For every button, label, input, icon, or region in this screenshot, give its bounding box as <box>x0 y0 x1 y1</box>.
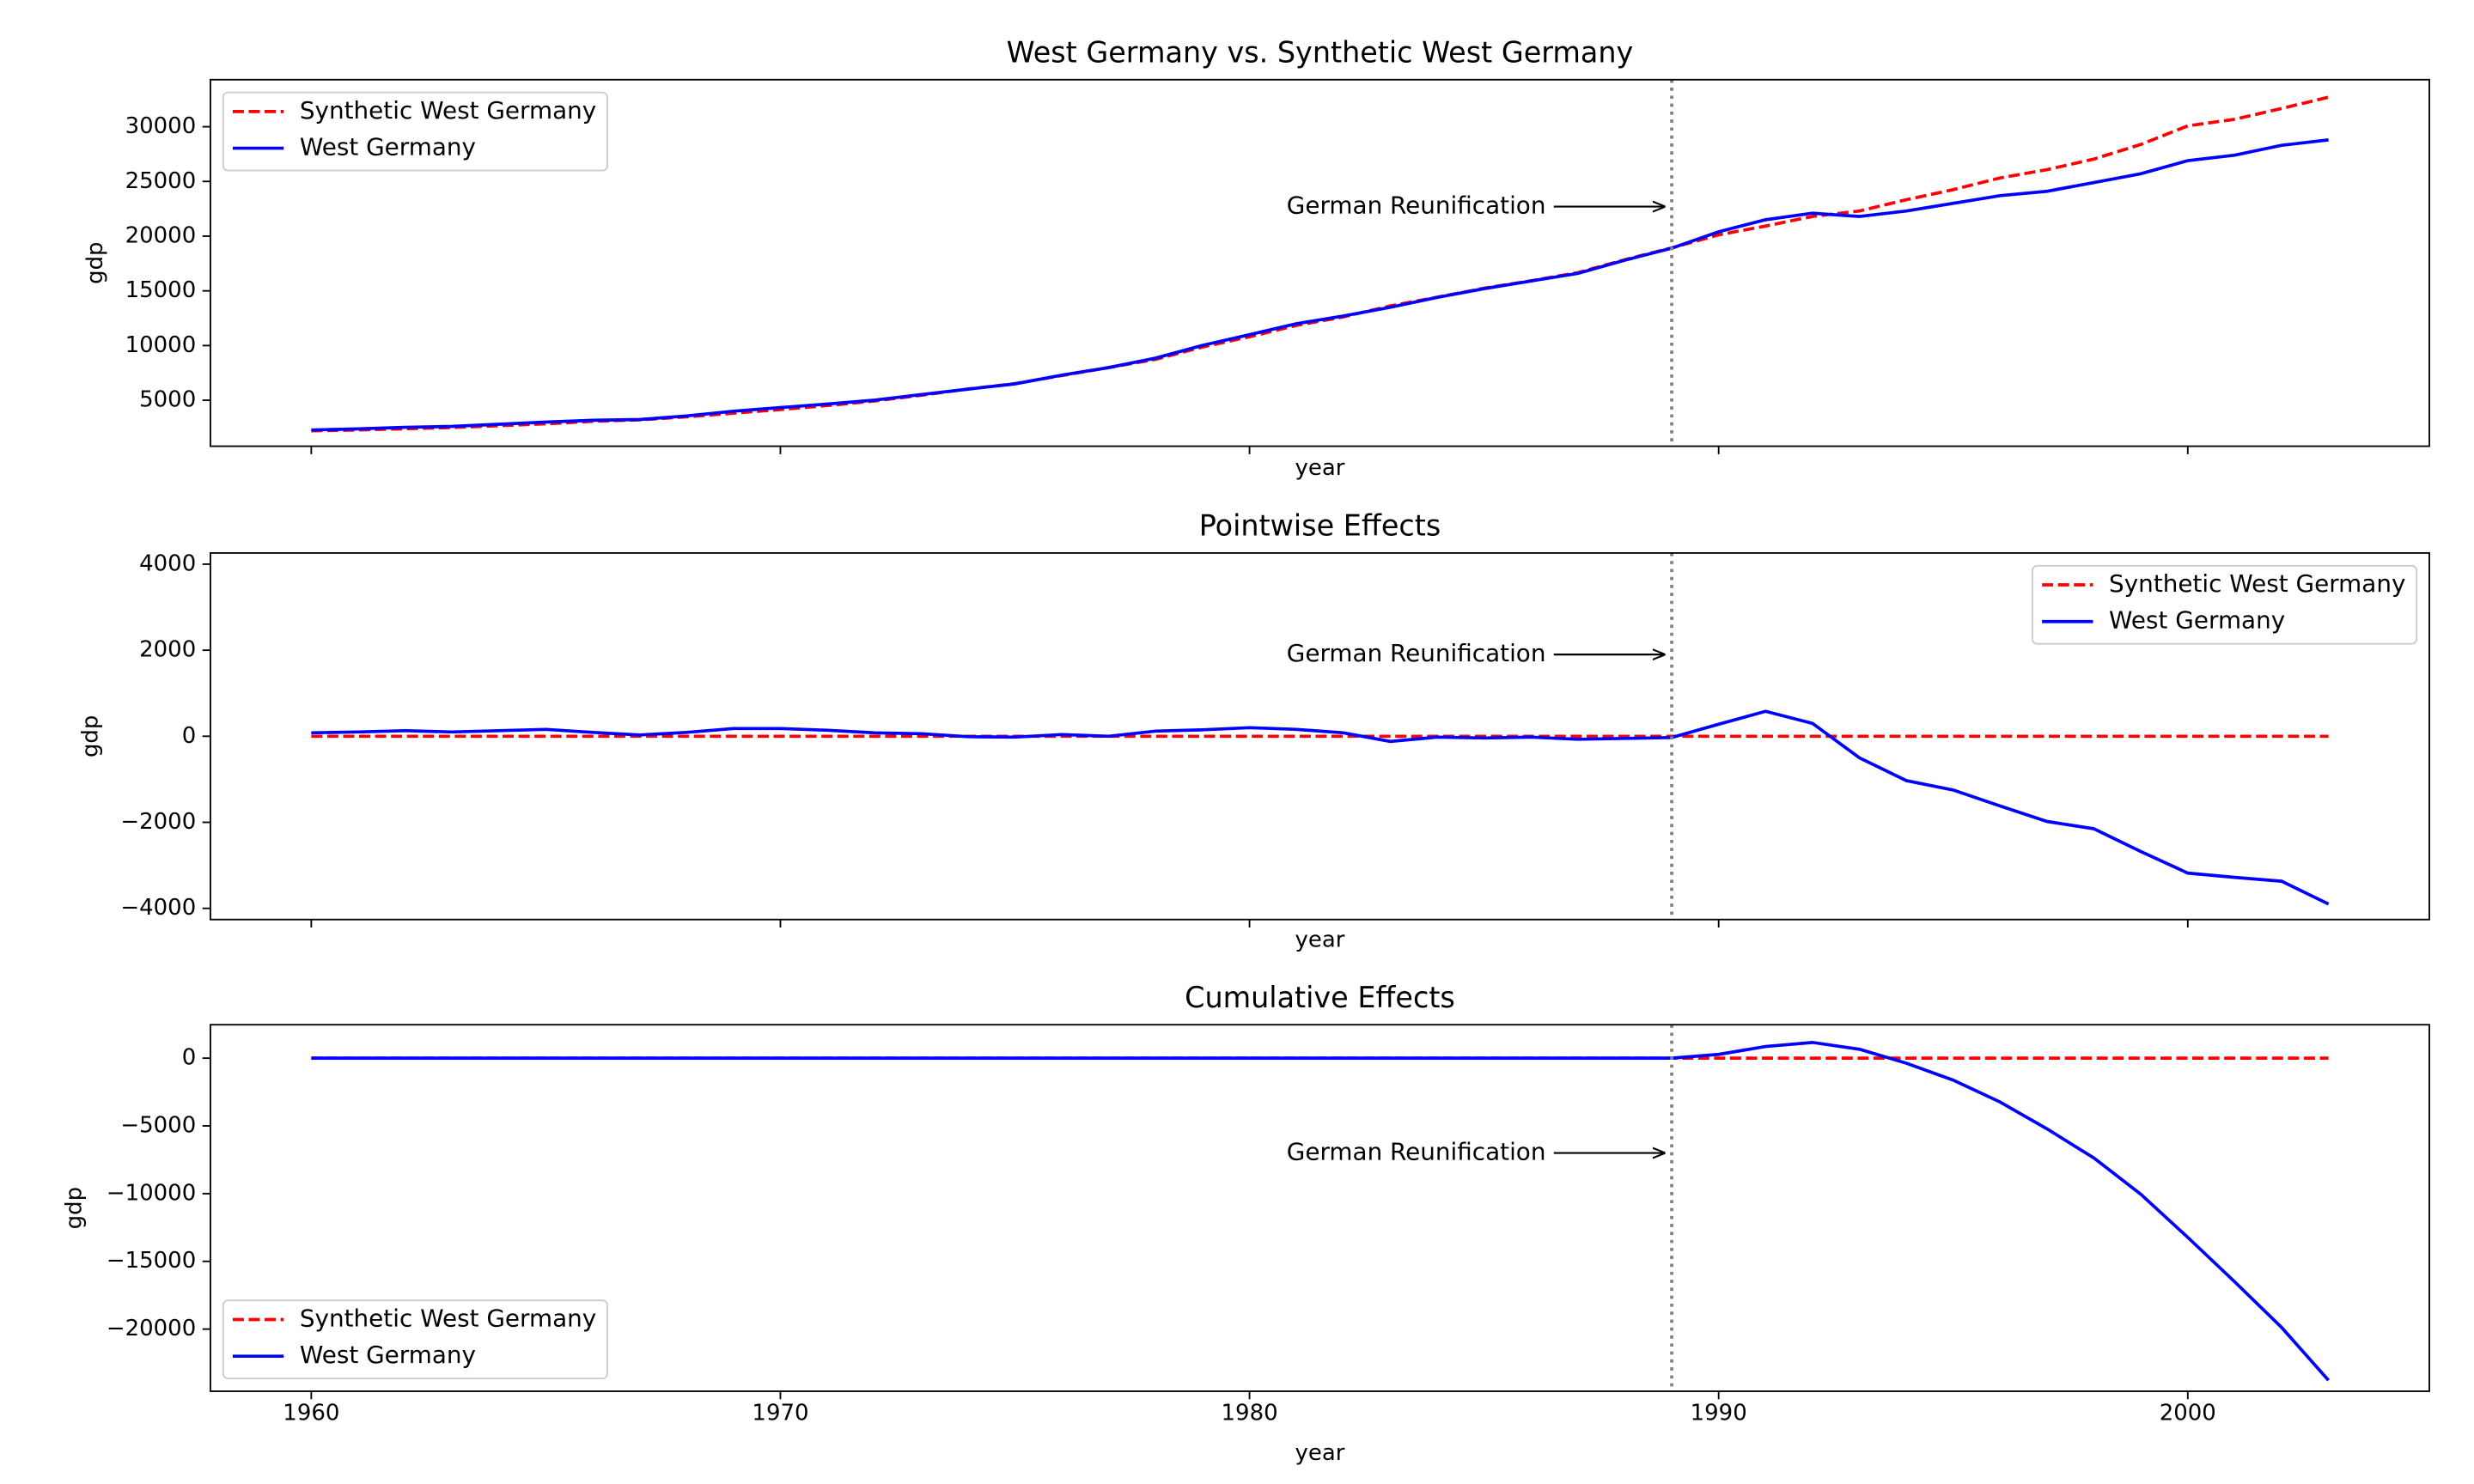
y-tick-label: 5000 <box>139 387 196 413</box>
annotation-text: German Reunification <box>1287 1138 1546 1166</box>
annotation-text: German Reunification <box>1287 639 1546 667</box>
y-axis-label: gdp <box>82 241 108 283</box>
x-tick-label: 1990 <box>1691 1400 1747 1426</box>
y-tick-label: 4000 <box>139 550 196 576</box>
y-axis-label: gdp <box>77 715 103 757</box>
legend-label: West Germany <box>300 133 476 161</box>
x-tick-label: 1960 <box>283 1400 339 1426</box>
y-tick-label: −10000 <box>107 1180 196 1206</box>
legend-label: West Germany <box>2109 606 2285 635</box>
y-tick-label: 2000 <box>139 637 196 663</box>
y-tick-label: −2000 <box>120 809 196 835</box>
annotation-text: German Reunification <box>1287 192 1546 220</box>
legend-label: Synthetic West Germany <box>300 1304 596 1332</box>
x-tick-label: 2000 <box>2160 1400 2216 1426</box>
data-line <box>311 138 2329 432</box>
data-line <box>311 95 2330 433</box>
legend-box <box>222 91 608 172</box>
y-tick-label: −5000 <box>120 1113 196 1139</box>
data-line <box>311 1040 2331 1382</box>
y-tick-label: 25000 <box>125 168 197 194</box>
chart-title: West Germany vs. Synthetic West Germany <box>1007 36 1634 70</box>
legend-label: Synthetic West Germany <box>300 96 596 125</box>
x-axis-label: year <box>1295 455 1345 481</box>
y-axis-label: gdp <box>62 1187 88 1229</box>
data-line <box>311 709 2330 906</box>
plot-frame <box>210 1024 2430 1392</box>
x-axis-label: year <box>1295 927 1345 952</box>
y-tick-label: −20000 <box>107 1316 196 1341</box>
legend-box <box>222 1299 608 1380</box>
legend-label: West Germany <box>300 1341 476 1369</box>
y-tick-label: 30000 <box>125 113 197 139</box>
x-axis-label: year <box>1295 1440 1345 1466</box>
y-tick-label: 0 <box>182 723 197 749</box>
y-tick-label: 20000 <box>125 222 197 248</box>
y-tick-label: 10000 <box>125 332 197 358</box>
plot-frame <box>210 78 2430 447</box>
legend-label: Synthetic West Germany <box>2109 569 2405 598</box>
x-tick-label: 1980 <box>1222 1400 1278 1426</box>
y-tick-label: −15000 <box>107 1248 196 1274</box>
legend-box <box>2032 564 2418 645</box>
y-tick-label: 0 <box>182 1045 197 1071</box>
x-tick-label: 1970 <box>752 1400 808 1426</box>
y-tick-label: 15000 <box>125 277 197 303</box>
plot-frame <box>210 551 2430 921</box>
y-tick-label: −4000 <box>120 895 196 921</box>
chart-title: Pointwise Effects <box>1199 509 1441 543</box>
chart-title: Cumulative Effects <box>1185 981 1455 1014</box>
